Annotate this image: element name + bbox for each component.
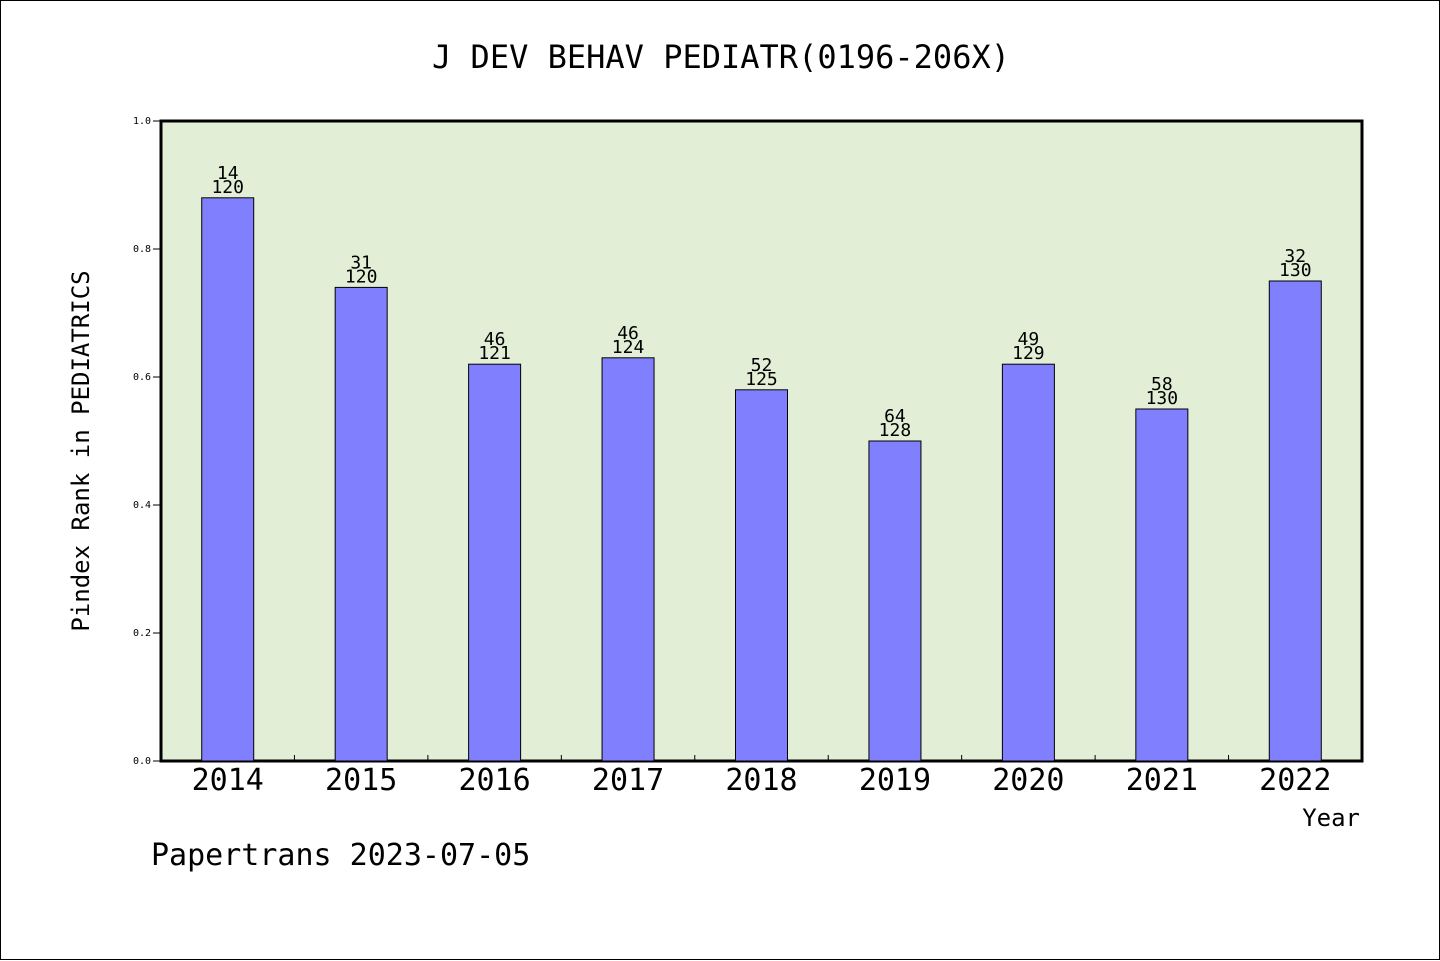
x-tick-label: 2022 bbox=[1259, 763, 1331, 798]
x-tick-label: 2017 bbox=[592, 763, 664, 798]
bar-total-label: 130 bbox=[1279, 260, 1312, 281]
bar-labels-group: 1412031120461214612452125641284912958130… bbox=[211, 163, 1311, 441]
bar-2022 bbox=[1268, 280, 1322, 762]
x-tick-label: 2014 bbox=[192, 763, 264, 798]
bar-rank-label: 46 bbox=[617, 323, 639, 344]
bar-total-label: 130 bbox=[1146, 388, 1179, 409]
bar-rank-label: 58 bbox=[1151, 374, 1173, 395]
y-tick-label: 0.2 bbox=[133, 628, 151, 639]
bar-total-label: 121 bbox=[478, 343, 511, 364]
bar-rank-label: 52 bbox=[751, 355, 773, 376]
y-tick-label: 0.6 bbox=[133, 372, 151, 383]
bar-total-label: 128 bbox=[879, 420, 912, 441]
bar-2017 bbox=[601, 357, 655, 762]
bar-total-label: 120 bbox=[211, 177, 244, 198]
bar-total-label: 120 bbox=[345, 266, 378, 287]
footer-watermark: Papertrans 2023-07-05 bbox=[151, 838, 530, 873]
bar-total-label: 125 bbox=[745, 369, 778, 390]
y-tick-label: 1.0 bbox=[133, 116, 151, 127]
y-axis-ticks: 0.0 0.2 0.4 0.6 0.8 1.0 bbox=[133, 116, 161, 767]
bar-total-label: 124 bbox=[612, 337, 645, 358]
y-tick-label: 0.0 bbox=[133, 756, 151, 767]
bar-rank-label: 14 bbox=[217, 163, 239, 184]
x-tick-label: 2021 bbox=[1126, 763, 1198, 798]
y-tick-label: 0.4 bbox=[133, 500, 151, 511]
x-tick-label: 2015 bbox=[325, 763, 397, 798]
bar-2015 bbox=[334, 286, 388, 762]
y-axis-label: Pindex Rank in PEDIATRICS bbox=[67, 270, 95, 631]
y-tick-label: 0.8 bbox=[133, 244, 151, 255]
bar-2016 bbox=[468, 363, 522, 762]
bar-rank-label: 64 bbox=[884, 406, 906, 427]
bar-rank-label: 31 bbox=[350, 252, 372, 273]
x-axis-ticks: 2014 2015 2016 2017 2018 2019 2020 2021 2022 bbox=[192, 755, 1331, 798]
bar-2019 bbox=[868, 440, 922, 762]
x-tick-label: 2019 bbox=[859, 763, 931, 798]
bar-2020 bbox=[1001, 363, 1055, 762]
bar-2018 bbox=[735, 389, 788, 762]
x-tick-label: 2020 bbox=[992, 763, 1064, 798]
x-axis-label: Year bbox=[1302, 804, 1360, 832]
bar-rank-label: 46 bbox=[484, 329, 506, 350]
bar-2021 bbox=[1135, 408, 1189, 762]
bar-rank-label: 32 bbox=[1284, 246, 1306, 267]
bars-group bbox=[201, 197, 1322, 762]
x-tick-label: 2016 bbox=[458, 763, 530, 798]
chart-title: J DEV BEHAV PEDIATR(0196-206X) bbox=[432, 38, 1010, 76]
bar-total-label: 129 bbox=[1012, 343, 1045, 364]
bar-2014 bbox=[201, 197, 255, 762]
x-tick-label: 2018 bbox=[725, 763, 797, 798]
bar-rank-label: 49 bbox=[1018, 329, 1040, 350]
